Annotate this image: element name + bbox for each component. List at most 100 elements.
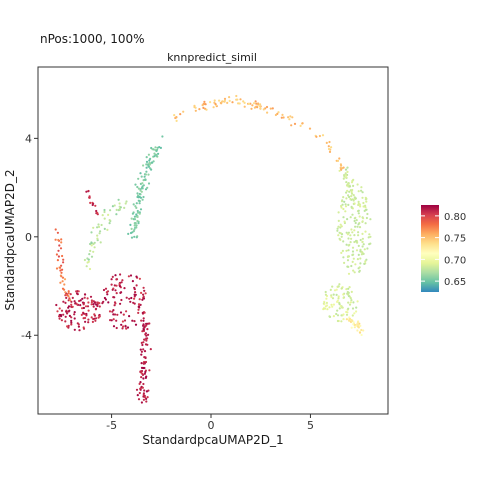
data-point [74, 302, 77, 305]
data-point [93, 246, 96, 249]
data-point [175, 116, 178, 119]
data-point [353, 312, 356, 315]
data-point [149, 157, 152, 160]
data-point [112, 287, 115, 290]
data-point [336, 227, 339, 230]
data-point [143, 175, 146, 178]
data-point [269, 107, 272, 110]
data-point [148, 162, 151, 165]
data-point [144, 173, 147, 176]
data-point [347, 287, 350, 290]
data-point [347, 237, 350, 240]
data-point [364, 260, 367, 263]
data-point [82, 317, 85, 320]
data-point [354, 225, 357, 228]
data-point [143, 372, 146, 375]
data-point [346, 255, 349, 258]
data-point [352, 323, 355, 326]
data-point [115, 208, 118, 211]
data-point [58, 244, 61, 247]
data-point [123, 206, 126, 209]
data-point [347, 203, 350, 206]
data-point [243, 101, 246, 104]
data-point [140, 319, 143, 322]
data-point [364, 230, 367, 233]
data-point [357, 253, 360, 256]
data-point [102, 300, 105, 303]
data-point [351, 213, 354, 216]
data-point [132, 301, 135, 304]
data-point [109, 209, 112, 212]
data-point [354, 325, 357, 328]
data-point [336, 229, 339, 232]
data-point [346, 166, 349, 169]
data-point [352, 184, 355, 187]
data-point [221, 100, 224, 103]
data-point [351, 250, 355, 253]
data-point [68, 309, 71, 312]
data-point [146, 163, 150, 166]
data-point [360, 189, 363, 192]
data-point [136, 185, 139, 189]
data-point [342, 196, 345, 199]
data-point [328, 140, 331, 144]
data-point [367, 236, 370, 239]
data-point [357, 223, 360, 226]
data-point [353, 234, 356, 237]
data-point [127, 232, 130, 235]
data-point [354, 221, 357, 225]
data-point [136, 215, 139, 219]
x-axis: -5 0 5 [106, 414, 314, 432]
data-point [65, 293, 68, 296]
data-point [58, 317, 61, 320]
data-point [342, 166, 345, 169]
x-tick-label: -5 [106, 419, 117, 432]
colorbar-ticks: 0.80 0.75 0.70 0.65 [421, 212, 466, 288]
data-point [114, 289, 117, 292]
data-point [137, 187, 140, 190]
data-point [209, 101, 212, 104]
data-point [145, 397, 148, 400]
data-point [62, 300, 65, 303]
data-point [336, 159, 340, 162]
data-point [344, 205, 348, 208]
data-point [90, 255, 94, 258]
data-point [360, 253, 363, 256]
data-point [340, 167, 343, 170]
data-point [70, 316, 73, 319]
data-point [357, 190, 360, 193]
data-point [193, 104, 196, 107]
data-point [343, 200, 346, 203]
data-point [259, 103, 262, 106]
data-point [59, 266, 62, 269]
data-point [358, 203, 361, 206]
y-tick-label: -4 [21, 329, 32, 342]
data-point [126, 326, 130, 329]
data-point [350, 206, 353, 209]
data-point [347, 272, 351, 275]
data-point [142, 286, 145, 289]
data-point [362, 329, 365, 332]
data-point [144, 188, 148, 191]
data-point [364, 204, 367, 207]
data-point [348, 190, 351, 193]
data-point [203, 100, 206, 103]
data-point [353, 202, 356, 205]
data-point [351, 314, 354, 317]
data-point [138, 298, 141, 301]
data-point [79, 304, 82, 307]
data-point [124, 325, 127, 328]
y-tick-label: 0 [25, 231, 32, 244]
data-point [129, 223, 132, 226]
data-point [129, 300, 132, 303]
data-point [142, 392, 145, 395]
y-axis-label: StandardpcaUMAP2D_2 [3, 169, 17, 310]
data-point [64, 291, 67, 294]
data-point [132, 203, 135, 206]
data-point [120, 323, 123, 326]
data-point [142, 319, 145, 322]
data-point [318, 134, 321, 138]
data-point [56, 259, 60, 262]
data-point [89, 249, 92, 252]
data-point [340, 251, 343, 254]
